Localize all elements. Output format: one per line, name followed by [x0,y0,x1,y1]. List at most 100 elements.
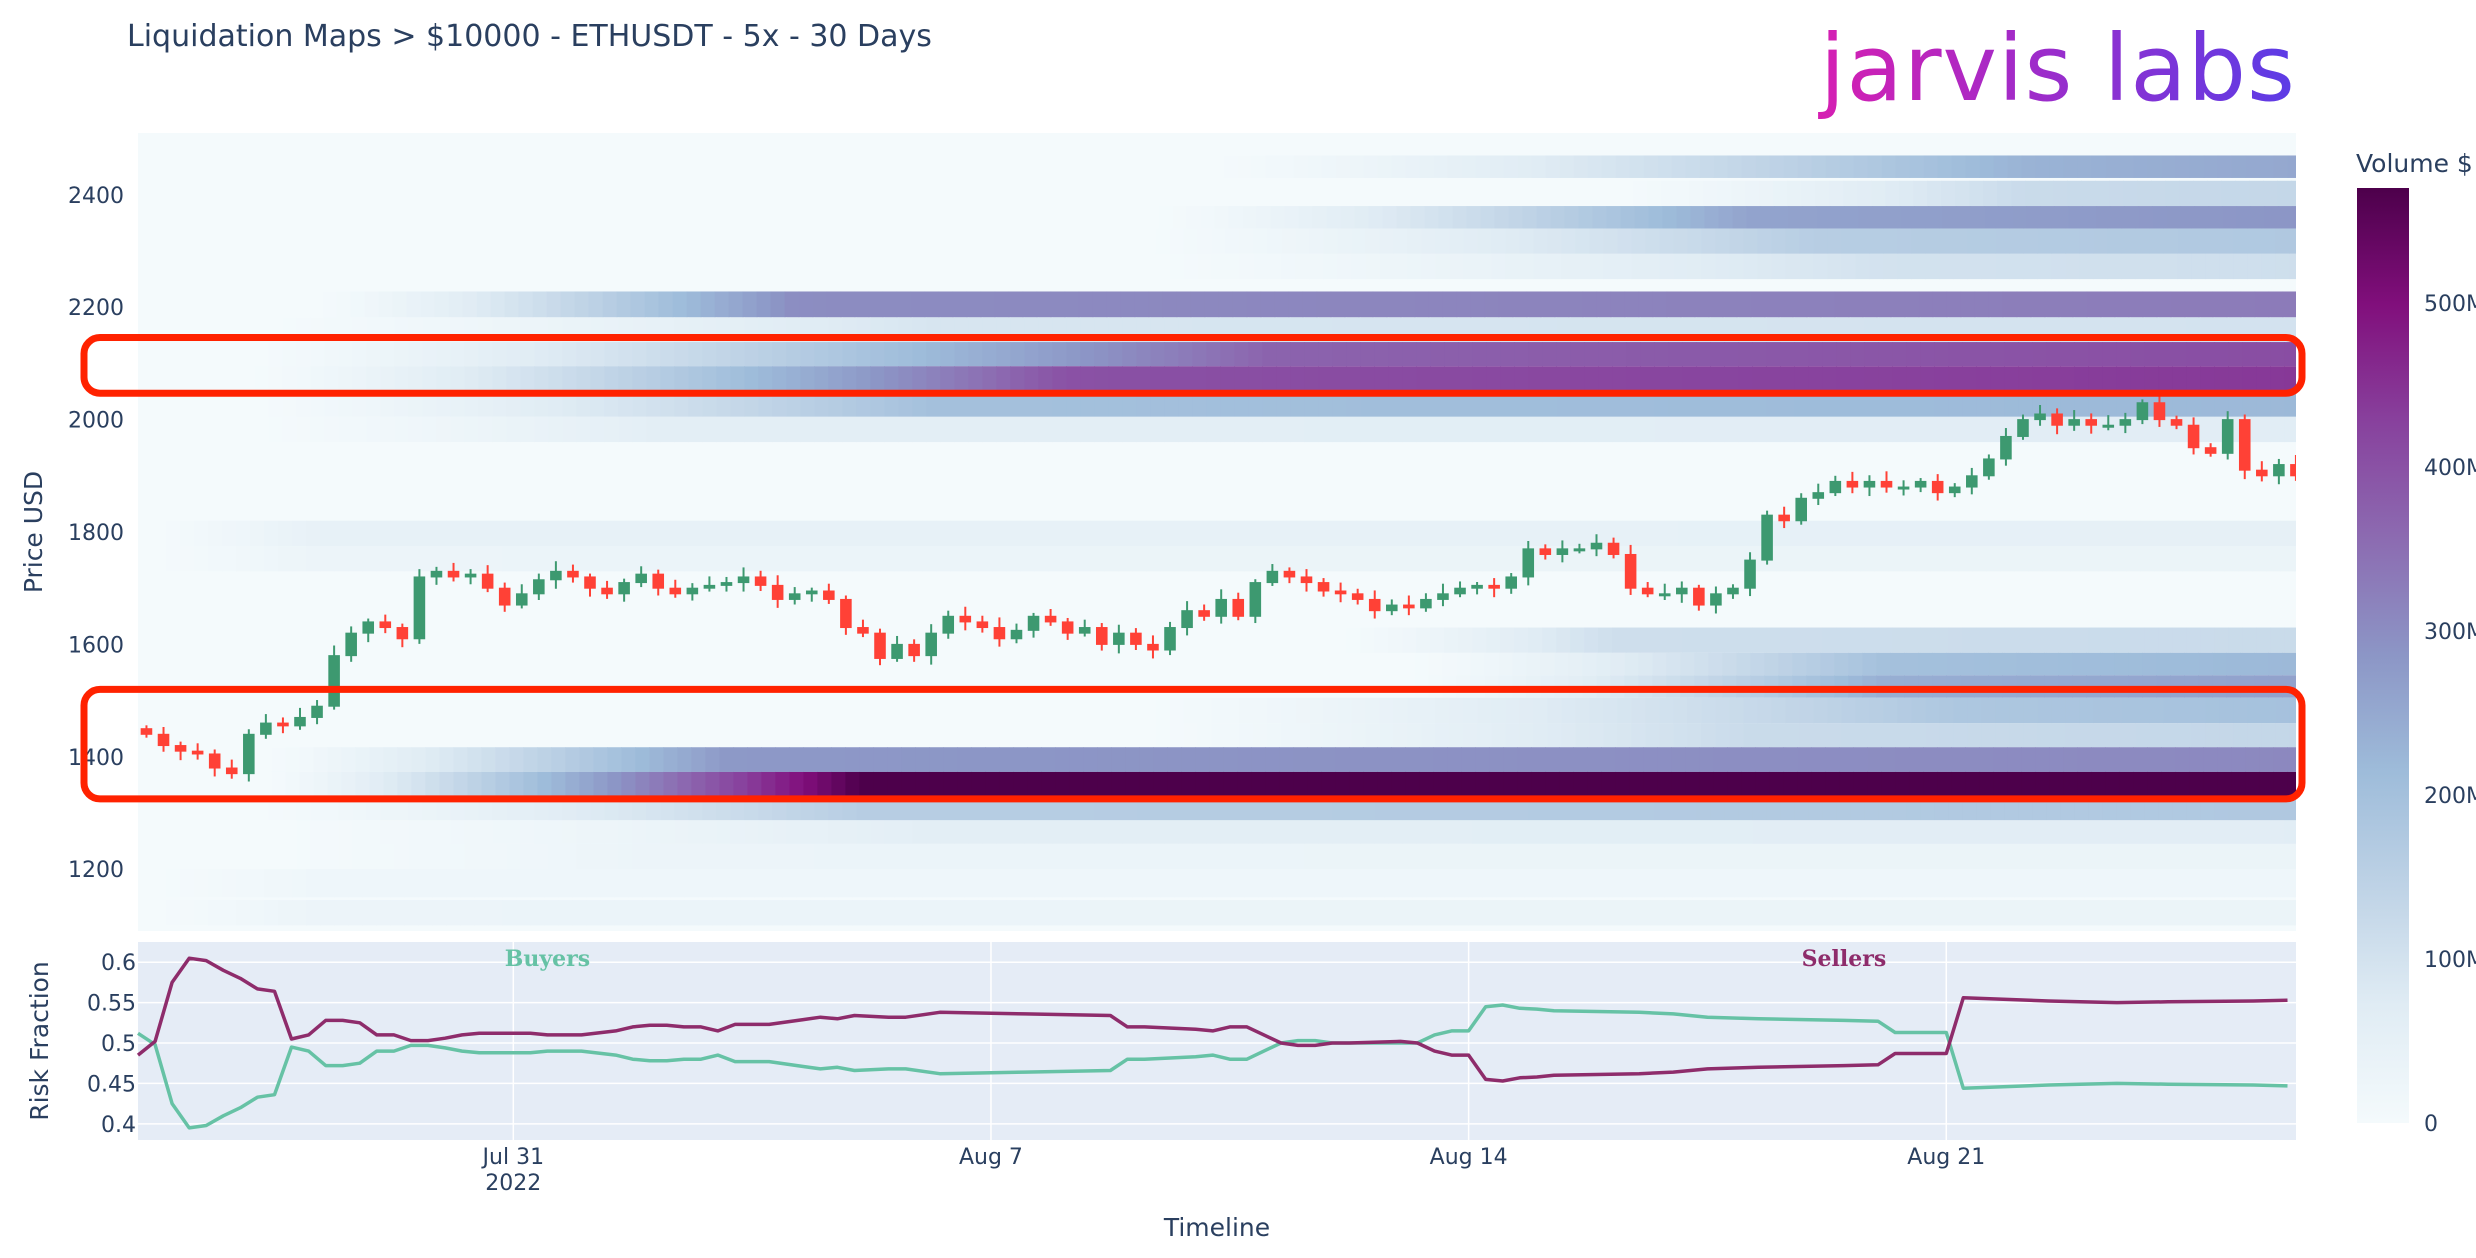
heatmap-cell [1899,180,1914,207]
heatmap-cell [2037,697,2053,724]
heatmap-cell [1755,155,1771,178]
heatmap-cell [1916,546,1931,572]
heatmap-cell [1752,843,1767,870]
heatmap-cell [1475,155,1491,178]
heatmap-cell [478,843,493,870]
heatmap-cell [1752,627,1767,653]
heatmap-cell [576,342,591,367]
heatmap-cell [1636,520,1651,547]
heatmap-cell [1762,900,1777,926]
heatmap-cell [2004,820,2019,844]
heatmap-cell [1696,416,1711,443]
heatmap-cell [1500,627,1515,653]
heatmap-cell [1967,697,1983,724]
heatmap-cell [1993,155,2009,178]
heatmap-cell [2172,627,2187,653]
heatmap-cell [240,391,255,417]
heatmap-cell [908,900,923,926]
heatmap-cell [1139,771,1155,797]
heatmap-cell [1682,416,1697,443]
heatmap-cell [719,747,735,772]
heatmap-cell [1895,747,1911,772]
heatmap-cell [1780,391,1795,417]
heatmap-cell [1867,771,1883,797]
heatmap-cell [954,820,969,844]
heatmap-cell [1598,820,1613,844]
heatmap-cell [614,869,629,898]
candle-up [805,587,818,602]
heatmap-cell [1052,820,1067,844]
heatmap-cell [1314,520,1329,547]
heatmap-cell [1349,155,1365,178]
heatmap-cell [1225,253,1241,280]
timeline-axis-title: Timeline [1163,1213,1270,1242]
heatmap-cell [152,869,167,898]
heatmap-cell [1944,900,1959,926]
heatmap-cell [2119,747,2135,772]
heatmap-cell [2116,391,2131,417]
heatmap-cell [520,342,535,367]
heatmap-cell [1062,900,1077,926]
heatmap-cell [1738,342,1753,367]
heatmap-cell [1286,546,1301,572]
heatmap-cell [2196,546,2211,572]
heatmap-cell [2074,342,2089,367]
heatmap-cell [292,900,307,926]
heatmap-cell [1878,627,1893,653]
heatmap-cell [1200,206,1216,229]
heatmap-cell [658,291,674,318]
heatmap-cell [2228,843,2243,870]
heatmap-cell [1822,416,1837,443]
heatmap-cell [817,771,833,797]
candle-up [1744,552,1756,597]
heatmap-cell [2208,206,2224,229]
heatmap-cell [716,843,731,870]
heatmap-cell [1570,843,1585,870]
heatmap-cell [1220,391,1235,417]
heatmap-band [240,391,2296,417]
heatmap-cell [2070,900,2085,926]
heatmap-cell [1251,155,1267,178]
heatmap-cell [1906,342,1921,367]
heatmap-cell [814,391,829,417]
heatmap-cell [282,416,297,443]
heatmap-cell [894,900,909,926]
heatmap-cell [1472,843,1487,870]
heatmap-cell [2056,900,2071,926]
heatmap-cell [2233,723,2249,748]
heatmap-cell [1197,253,1213,280]
heatmap-cell [296,391,311,417]
heatmap-cell [782,520,797,547]
heatmap-cell [1766,820,1781,844]
heatmap-cell [1556,627,1571,653]
heatmap-cell [1295,697,1311,724]
heatmap-cell [1615,155,1631,178]
heatmap-cell [1836,843,1851,870]
heatmap-cell [1976,627,1991,653]
heatmap-cell [1659,697,1675,724]
heatmap-cell [1491,723,1507,748]
heatmap-cell [1304,342,1319,367]
heatmap-cell [1136,366,1151,392]
heatmap-cell [562,391,577,417]
heatmap-cell [2026,206,2042,229]
heatmap-cell [1531,771,1547,797]
heatmap-cell [2252,520,2267,547]
heatmap-cell [560,291,576,318]
heatmap-cell [432,900,447,926]
heatmap-cell [1076,869,1091,898]
heatmap-cell [450,342,465,367]
heatmap-cell [1174,546,1189,572]
heatmap-cell [842,416,857,443]
heatmap-cell [1211,228,1227,254]
heatmap-cell [1192,820,1207,844]
heatmap-cell [684,869,699,898]
heatmap-cell [1430,416,1445,443]
heatmap-cell [2091,771,2107,797]
heatmap-cell [1055,747,1071,772]
heatmap-cell [1108,843,1123,870]
heatmap-cell [1556,843,1571,870]
heatmap-cell [1645,253,1661,280]
heatmap-cell [1125,747,1141,772]
heatmap-cell [250,546,265,572]
